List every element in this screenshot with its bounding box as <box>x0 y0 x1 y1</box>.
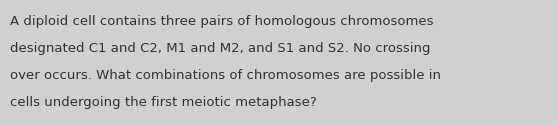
Text: cells undergoing the first meiotic metaphase?: cells undergoing the first meiotic metap… <box>10 96 317 109</box>
Text: A diploid cell contains three pairs of homologous chromosomes: A diploid cell contains three pairs of h… <box>10 15 434 28</box>
Text: over occurs. What combinations of chromosomes are possible in: over occurs. What combinations of chromo… <box>10 69 441 82</box>
Text: designated C1 and C2, M1 and M2, and S1 and S2. No crossing: designated C1 and C2, M1 and M2, and S1 … <box>10 42 431 55</box>
